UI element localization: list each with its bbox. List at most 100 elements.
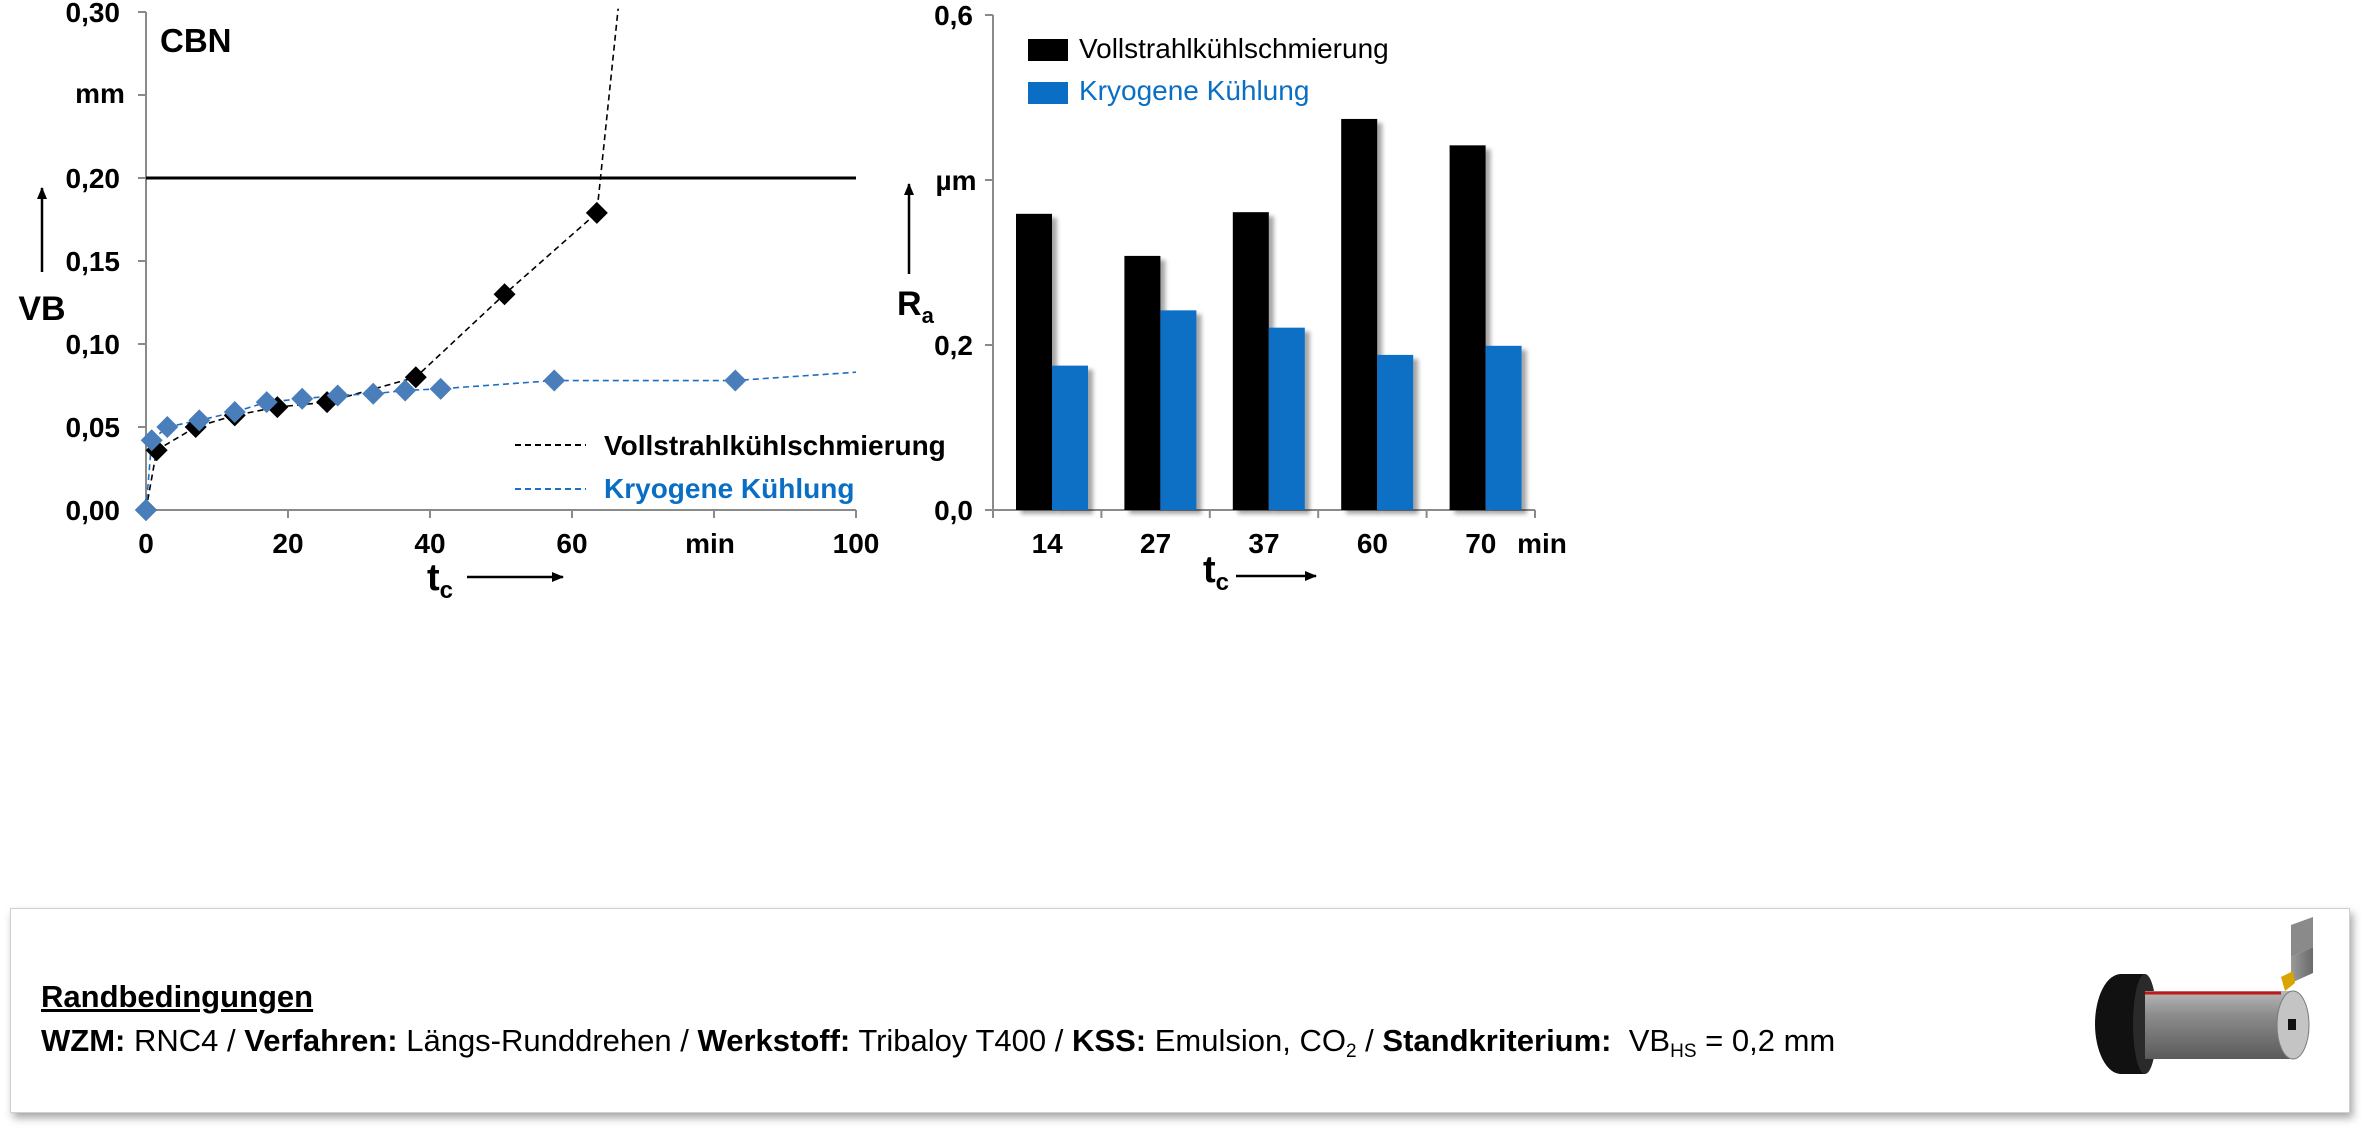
kriterium-value: = 0,2 mm [1705, 1023, 1836, 1058]
data-point-1 [362, 382, 385, 405]
x-tick-label: 100 [833, 528, 880, 559]
data-point-1 [429, 377, 452, 400]
line-chart-axes [138, 11, 857, 518]
separator: / [1054, 1023, 1064, 1058]
bar-legend-swatch-kryogen [1028, 82, 1068, 104]
data-point-1 [394, 379, 417, 402]
boundary-conditions-panel: Randbedingungen WZM: RNC4 / Verfahren: L… [10, 908, 2350, 1113]
bar-x-tick-label: 37 [1248, 528, 1279, 559]
ra-bar-chart: 0,0 0,2 0,6 14 27 37 60 70 µm Ra min tc Vollstr… [897, 0, 1567, 596]
y-tick-label: 0,20 [66, 163, 121, 194]
data-point-1 [135, 499, 157, 521]
y-tick-label: 0,10 [66, 329, 121, 360]
charts-area: 0,00 0,05 0,10 0,15 0,20 0,30 0 20 40 60 100 CBN m… [18, 0, 1567, 604]
tool-holder-icon [2291, 947, 2313, 983]
kriterium-label: Standkriterium: [1382, 1023, 1612, 1058]
verfahren-value: Längs-Runddrehen [406, 1023, 672, 1058]
data-point-1 [156, 416, 179, 438]
data-point-0 [493, 283, 516, 306]
bar-y-axis-label-sub: a [922, 303, 935, 328]
bar-kryogen [1160, 310, 1197, 510]
conditions-line: WZM: RNC4 / Verfahren: Längs-Runddrehen … [41, 1023, 1835, 1063]
bar-y-axis-label: Ra [897, 285, 935, 328]
bar-kryogen [1268, 327, 1305, 510]
bar-x-tick-label: 14 [1032, 528, 1064, 559]
x-unit-label: min [685, 528, 735, 559]
bar-y-axis-label-main: R [897, 285, 922, 323]
data-point-1 [543, 369, 566, 392]
line-chart-ticks: 0,00 0,05 0,10 0,15 0,20 0,30 0 20 40 60 100 [66, 0, 880, 559]
y-tick-label: 0,15 [66, 246, 121, 277]
bar-kryogen [1052, 365, 1088, 510]
separator: / [1365, 1023, 1374, 1058]
data-point-1 [140, 429, 163, 452]
bar-x-tick-label: 60 [1357, 528, 1388, 559]
bar-legend-label-kryogen: Kryogene Kühlung [1079, 75, 1309, 106]
bar-kryogen [1485, 345, 1522, 510]
separator: / [227, 1023, 236, 1058]
vb-line-chart: 0,00 0,05 0,10 0,15 0,20 0,30 0 20 40 60 100 CBN m… [18, 0, 945, 604]
y-tick-label: 0,00 [66, 495, 121, 526]
data-point-1 [255, 391, 278, 414]
wzm-label: WZM: [41, 1023, 126, 1058]
cutting-insert-icon [2281, 971, 2295, 991]
kriterium-sub: HS [1670, 1041, 1697, 1062]
werkstoff-label: Werkstoff: [697, 1023, 851, 1058]
data-point-1 [223, 401, 246, 424]
bar-chart-ticks: 0,0 0,2 0,6 14 27 37 60 70 [934, 0, 1496, 559]
x-axis-label-main: t [427, 557, 440, 599]
kss-value: Emulsion, CO2 [1154, 1023, 1357, 1062]
legend-label-vollstrahl: Vollstrahlkühlschmierung [604, 430, 946, 461]
kriterium-var: VB [1628, 1023, 1671, 1058]
data-point-1 [188, 409, 211, 432]
x-tick-label: 20 [272, 528, 303, 559]
wzm-value: RNC4 [133, 1023, 219, 1058]
tool-shank-icon [2291, 917, 2313, 957]
line-chart-series [135, 8, 857, 521]
legend-label-kryogen: Kryogene Kühlung [604, 473, 854, 504]
kss-value-sub: 2 [1345, 1041, 1357, 1062]
turning-tool-illustration [2095, 917, 2313, 1074]
data-point-0 [404, 366, 427, 389]
bar-vollstrahl [1016, 213, 1052, 510]
x-tick-label: 40 [414, 528, 445, 559]
workpiece-icon [2145, 991, 2293, 1059]
bar-y-tick-label: 0,0 [934, 495, 973, 526]
data-point-1 [724, 369, 747, 392]
series-line-0 [145, 8, 619, 511]
bar-x-tick-label: 27 [1140, 528, 1171, 559]
y-tick-label: 0,30 [66, 0, 121, 28]
bar-vollstrahl [1232, 212, 1269, 511]
bar-chart-bars [1016, 118, 1522, 511]
x-tick-label: 60 [556, 528, 587, 559]
center-hole-icon [2288, 1019, 2296, 1030]
werkstoff-value: Tribaloy T400 [858, 1023, 1047, 1058]
kss-value-text: Emulsion, CO [1154, 1023, 1346, 1058]
bar-x-axis-label-main: t [1203, 549, 1216, 591]
bar-vollstrahl [1449, 145, 1486, 510]
y-unit-label: mm [75, 78, 125, 109]
bar-y-unit-label: µm [935, 165, 976, 196]
bar-y-tick-label: 0,6 [934, 0, 973, 31]
x-tick-label: 0 [138, 528, 154, 559]
separator: / [680, 1023, 689, 1058]
data-point-0 [585, 201, 608, 224]
x-axis-label-sub: c [440, 577, 453, 604]
bar-vollstrahl [1341, 118, 1378, 510]
data-point-1 [326, 384, 349, 407]
data-point-1 [291, 387, 314, 410]
conditions-title: Randbedingungen [41, 979, 314, 1014]
bar-vollstrahl [1124, 255, 1161, 510]
y-axis-label: VB [18, 290, 65, 328]
bar-x-tick-label: 70 [1465, 528, 1496, 559]
bar-x-axis-label-sub: c [1216, 569, 1229, 596]
bar-chart-legend: Vollstrahlkühlschmierung Kryogene Kühlun… [1028, 33, 1389, 106]
bar-x-unit-label: min [1517, 528, 1567, 559]
bar-y-tick-label: 0,2 [934, 330, 973, 361]
bar-x-axis-label: tc [1203, 549, 1229, 596]
x-axis-label: tc [427, 557, 453, 604]
bar-legend-swatch-vollstrahl [1028, 39, 1068, 61]
y-tick-label: 0,05 [66, 412, 121, 443]
kss-label: KSS: [1072, 1023, 1147, 1058]
bar-legend-label-vollstrahl: Vollstrahlkühlschmierung [1079, 33, 1389, 64]
